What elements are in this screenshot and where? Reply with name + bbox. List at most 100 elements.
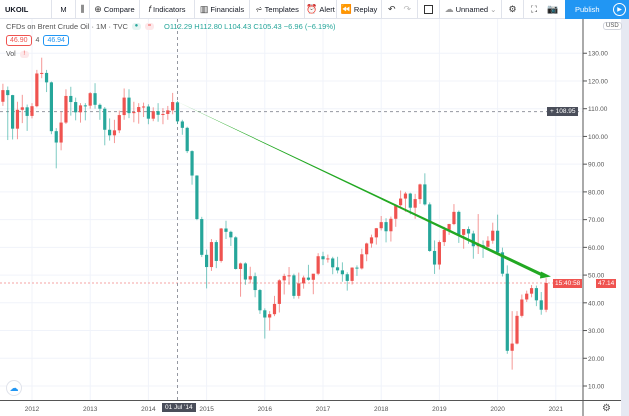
- candle-body: [316, 256, 320, 274]
- price-tick-label: 70.00: [588, 217, 605, 224]
- candle-body: [539, 300, 543, 310]
- warning-icon: !: [19, 51, 29, 58]
- candle-body: [529, 288, 534, 294]
- fullscreen-layout-button[interactable]: [418, 0, 440, 19]
- candle-body: [25, 107, 29, 116]
- undo-icon[interactable]: ↶: [387, 3, 396, 14]
- candle-body: [161, 113, 165, 115]
- settings-button[interactable]: ⚙: [502, 0, 524, 19]
- buy-button[interactable]: 46.94: [43, 35, 69, 46]
- candle-body: [205, 254, 209, 268]
- candle-body: [515, 315, 519, 344]
- candle-body: [360, 254, 364, 269]
- crosshair-date-label: 01 Jul '14: [162, 403, 196, 412]
- trendline-arrowhead: [539, 271, 551, 279]
- candle-body: [326, 258, 330, 260]
- candle-body: [399, 198, 403, 206]
- price-tick-label: 40.00: [588, 300, 605, 307]
- interval-button[interactable]: M: [52, 0, 76, 19]
- undo-redo-group: ↶ ↷: [382, 0, 418, 19]
- ohlc-values: O112.29 H112.80 L104.43 C105.43 −6.96 (−…: [163, 22, 336, 31]
- price-tick-label: 10.00: [588, 384, 605, 391]
- candle-body: [452, 211, 456, 225]
- compare-button[interactable]: ⊕ Compare: [90, 0, 140, 19]
- candles-icon: ⫼: [80, 3, 85, 14]
- crosshair-price: 108.95: [555, 108, 576, 115]
- alert-label: Alert: [319, 4, 335, 14]
- financials-button[interactable]: ▥ Financials: [195, 0, 250, 19]
- candle-body: [379, 222, 383, 229]
- candle-body: [15, 109, 20, 129]
- candle-body: [520, 299, 524, 316]
- bar-chart-icon: ▥: [199, 3, 209, 14]
- candle-body: [287, 275, 291, 277]
- fullscreen-button[interactable]: ⛶: [524, 0, 544, 19]
- replay-button[interactable]: ⏪ Replay: [337, 0, 382, 19]
- camera-icon: 📷: [547, 3, 559, 14]
- volume-label: Vol: [6, 51, 16, 58]
- candle-body: [413, 199, 417, 208]
- sell-button[interactable]: 46.90: [6, 35, 32, 46]
- candle-body: [394, 205, 398, 219]
- indicators-button[interactable]: f Indicators: [140, 0, 195, 19]
- candle-body: [180, 121, 184, 128]
- candle-body: [302, 277, 306, 284]
- tradingview-logo[interactable]: ☁: [6, 380, 22, 396]
- axis-settings-gear-icon[interactable]: ⚙: [602, 403, 611, 414]
- market-status-icon: ●: [131, 23, 141, 30]
- candle-body: [331, 258, 335, 268]
- expand-icon: ⛶: [530, 3, 538, 14]
- candle-body: [132, 112, 136, 114]
- time-tick-label: 2017: [316, 406, 331, 413]
- alert-button[interactable]: ⏰ Alert: [305, 0, 337, 19]
- candle-body: [214, 242, 218, 261]
- candle-body: [253, 276, 257, 291]
- time-tick-label: 2015: [199, 406, 214, 413]
- candle-body: [500, 252, 505, 274]
- candle-body: [185, 127, 189, 152]
- candle-body: [355, 267, 359, 269]
- snapshot-button[interactable]: 📷: [544, 0, 562, 19]
- price-tick-label: 130.00: [588, 51, 608, 58]
- add-alert-icon[interactable]: +: [550, 108, 556, 115]
- candle-body: [447, 224, 451, 230]
- candle-body: [195, 175, 199, 220]
- layout-name-dropdown[interactable]: ☁ Unnamed ⌄: [440, 0, 502, 19]
- data-flag-icon: =: [144, 23, 154, 30]
- time-tick-label: 2016: [258, 406, 273, 413]
- price-tick-label: 20.00: [588, 356, 605, 363]
- publish-button[interactable]: Publish ▶: [565, 0, 629, 19]
- financials-label: Financials: [210, 4, 245, 14]
- time-tick-label: 2012: [25, 406, 40, 413]
- last-price-label: 47.14: [596, 279, 617, 288]
- candle-body: [219, 228, 223, 261]
- price-tick-label: 80.00: [588, 189, 605, 196]
- chart-legend: CFDs on Brent Crude Oil · 1M · TVC ● = O…: [6, 22, 336, 31]
- price-tick-label: 60.00: [588, 245, 605, 252]
- candle-body: [141, 106, 146, 108]
- redo-icon[interactable]: ↷: [403, 3, 412, 14]
- chevron-down-icon: ⌄: [490, 4, 497, 14]
- currency-label[interactable]: USD: [603, 22, 622, 30]
- symbol-search-button[interactable]: UKOIL: [0, 0, 52, 19]
- candle-body: [471, 233, 475, 247]
- spread: 4: [35, 37, 40, 44]
- candle-body: [151, 111, 155, 119]
- candle-body: [248, 276, 252, 280]
- candle-body: [350, 267, 354, 281]
- candle-body: [88, 93, 92, 106]
- candle-body: [238, 263, 243, 269]
- price-tick-label: 90.00: [588, 162, 605, 169]
- candle-body: [496, 230, 500, 253]
- candle-body: [69, 95, 73, 103]
- templates-button[interactable]: ⩫ Templates: [250, 0, 305, 19]
- play-icon[interactable]: ▶: [613, 3, 626, 16]
- chart-type-button[interactable]: ⫼: [76, 0, 90, 19]
- candle-body: [35, 73, 39, 107]
- time-tick-label: 2019: [432, 406, 447, 413]
- candle-body: [54, 131, 58, 143]
- candle-body: [403, 193, 408, 199]
- trendline: [177, 101, 543, 277]
- candle-body: [156, 111, 160, 115]
